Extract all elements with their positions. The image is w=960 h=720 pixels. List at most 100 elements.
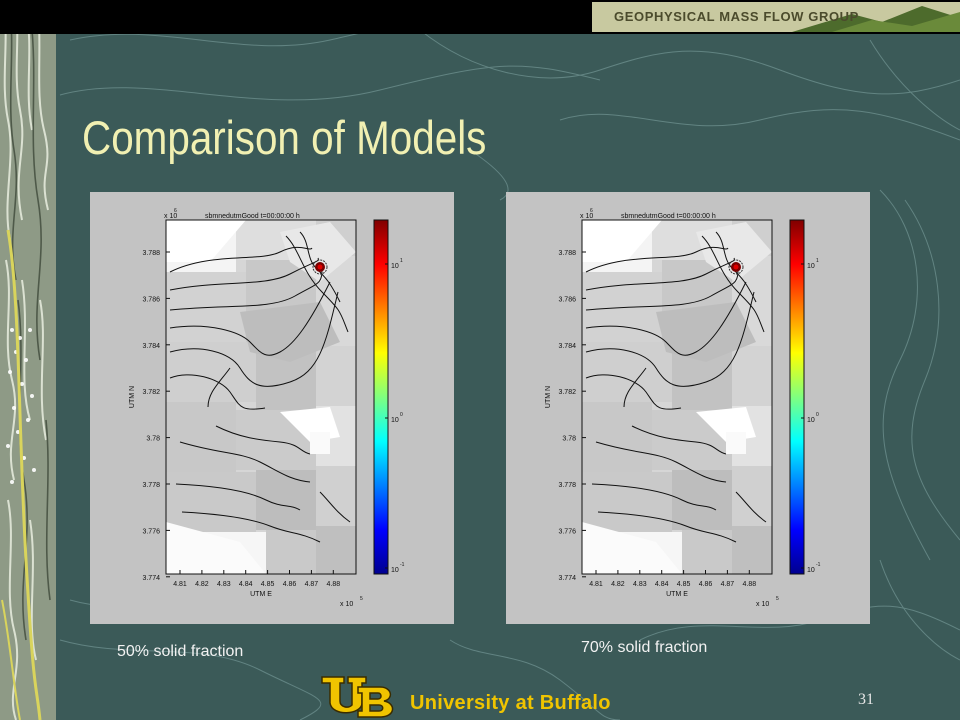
y-tick-label: 3.774	[142, 575, 160, 582]
flow-plot: sbmnedutmGood t=00:00:00 hx 1063.7883.78…	[545, 208, 821, 608]
mesh-cell	[280, 222, 356, 282]
x-multiplier: x 10	[756, 601, 769, 608]
colorbar-label-exp: 1	[816, 258, 819, 264]
colorbar-label: 10	[391, 417, 399, 424]
y-tick-label: 3.786	[558, 296, 576, 303]
x-tick-label: 4.82	[611, 581, 625, 588]
y-multiplier-exp: 6	[174, 208, 177, 214]
y-tick-label: 3.784	[558, 343, 576, 350]
mesh-patches	[582, 220, 772, 574]
mesh-cell	[682, 530, 732, 574]
y-tick-label: 3.786	[142, 296, 160, 303]
pile-ring	[312, 259, 328, 275]
pile-ring	[728, 259, 744, 275]
mesh-cell	[732, 346, 772, 406]
mesh-cell	[582, 342, 672, 402]
contour-line	[631, 425, 727, 455]
x-tick-label: 4.85	[677, 581, 691, 588]
mesh-cell	[582, 522, 682, 574]
contour-line	[701, 235, 765, 333]
x-axis-label: UTM E	[250, 591, 272, 598]
x-tick-label: 4.88	[326, 581, 340, 588]
contour-line	[595, 441, 727, 483]
mesh-cell	[582, 402, 652, 472]
colorbar-label: 10	[391, 567, 399, 574]
colorbar-label-exp: -1	[816, 562, 821, 568]
contour-line	[285, 235, 349, 333]
x-tick-label: 4.83	[217, 581, 231, 588]
plot-title: sbmnedutmGood t=00:00:00 h	[621, 213, 716, 220]
mesh-cell	[166, 220, 246, 262]
y-multiplier: x 10	[580, 213, 593, 220]
contour-line	[319, 491, 351, 523]
mesh-cell	[166, 342, 256, 402]
colorbar-label-exp: 1	[400, 258, 403, 264]
left-decorative-strip	[0, 0, 56, 720]
contour-line	[585, 374, 682, 410]
x-multiplier-exp: 5	[776, 596, 779, 602]
pile-core	[317, 264, 323, 270]
y-tick-label: 3.782	[142, 389, 160, 396]
mesh-cell	[696, 222, 772, 282]
contour-line	[597, 511, 737, 543]
y-tick-label: 3.788	[142, 250, 160, 257]
colorbar-label: 10	[807, 263, 815, 270]
y-multiplier: x 10	[164, 213, 177, 220]
x-tick-label: 4.87	[721, 581, 735, 588]
y-tick-label: 3.78	[562, 436, 576, 443]
x-tick-label: 4.81	[589, 581, 603, 588]
y-tick-label: 3.788	[558, 250, 576, 257]
contour-line	[591, 483, 717, 511]
contour-line	[585, 281, 747, 356]
page-number: 31	[858, 691, 874, 708]
contour-line	[585, 246, 729, 273]
plot-frame	[165, 219, 357, 575]
y-tick-label: 3.778	[558, 482, 576, 489]
y-tick-label: 3.78	[146, 436, 160, 443]
contour-line	[175, 483, 301, 511]
x-axis-label: UTM E	[666, 591, 688, 598]
contour-line	[169, 267, 323, 311]
mesh-cell	[582, 220, 662, 262]
caption-70: 70% solid fraction	[581, 639, 708, 656]
x-multiplier-exp: 5	[360, 596, 363, 602]
caption-50: 50% solid fraction	[117, 643, 244, 660]
group-banner: GEOPHYSICAL MASS FLOW GROUP	[592, 2, 960, 32]
mesh-cell	[266, 530, 316, 574]
ub-logo-icon	[321, 676, 394, 718]
contour-line	[623, 367, 647, 408]
contour-line	[215, 425, 311, 455]
colorbar-label-exp: 0	[400, 412, 403, 418]
mesh-cell	[656, 302, 756, 362]
mesh-cell	[732, 466, 772, 526]
x-tick-label: 4.84	[655, 581, 669, 588]
y-tick-label: 3.776	[558, 528, 576, 535]
x-tick-label: 4.86	[283, 581, 297, 588]
y-axis-label: UTM N	[129, 386, 136, 408]
mountain-icon	[592, 2, 960, 32]
mesh-cell	[726, 432, 746, 454]
contour-line	[585, 291, 755, 387]
x-tick-label: 4.81	[173, 581, 187, 588]
contour-line	[735, 491, 767, 523]
mesh-cell	[582, 472, 672, 532]
mesh-cell	[240, 302, 340, 362]
colorbar	[373, 219, 389, 575]
contour-line	[169, 281, 331, 356]
x-tick-label: 4.87	[305, 581, 319, 588]
mesh-cell	[166, 472, 256, 532]
colorbar-label: 10	[807, 567, 815, 574]
contour-line	[169, 374, 266, 410]
colorbar-label-exp: -1	[400, 562, 405, 568]
y-tick-label: 3.784	[142, 343, 160, 350]
x-tick-label: 4.82	[195, 581, 209, 588]
university-name: University at Buffalo	[410, 692, 611, 714]
colorbar-label: 10	[807, 417, 815, 424]
mesh-cell	[732, 526, 772, 574]
contour-line	[169, 246, 313, 273]
x-tick-label: 4.86	[699, 581, 713, 588]
mesh-cell	[166, 272, 246, 342]
